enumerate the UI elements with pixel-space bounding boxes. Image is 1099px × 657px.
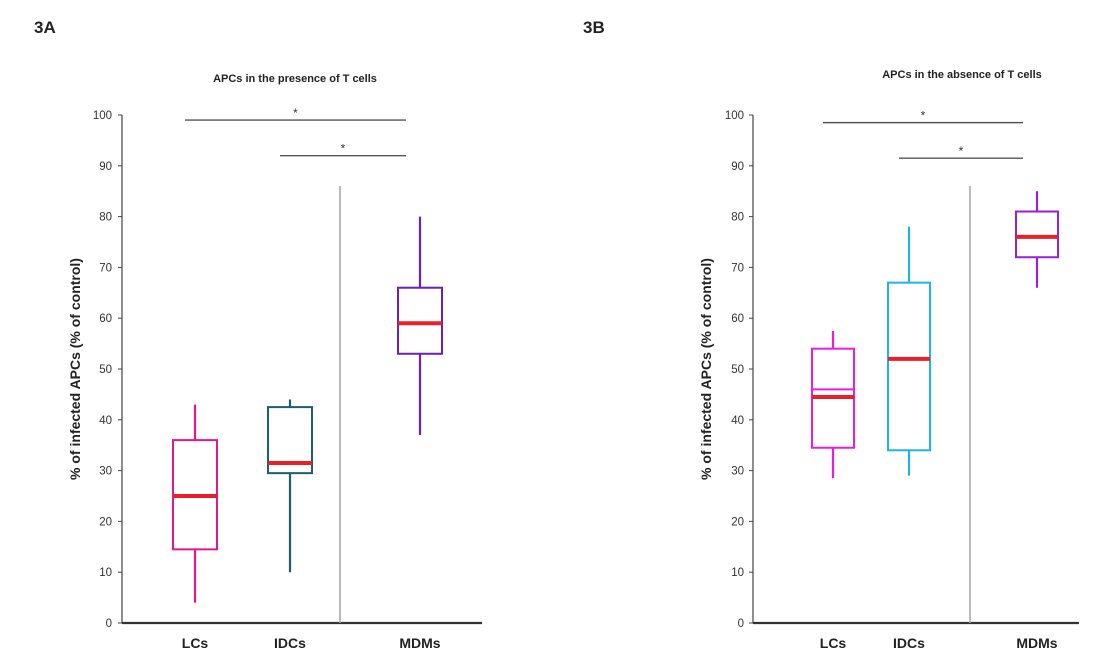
box-idcs (887, 226, 931, 476)
y-tick-label: 70 (99, 262, 112, 274)
boxplot-chart-3b: APCs in the absence of T cells 0 10 20 30 40 5… (698, 69, 1079, 651)
y-tick-label: 10 (731, 567, 744, 579)
y-tick-label: 60 (731, 313, 744, 325)
y-tick-label: 100 (93, 110, 112, 122)
boxplot-chart-3a: APCs in the presence of T cells 0 10 20 30 40… (67, 73, 482, 651)
panel-label: 3B (583, 18, 605, 37)
significance-label: * (293, 106, 298, 120)
box-iqr (887, 281, 931, 452)
significance-label: * (341, 142, 346, 156)
x-category-label: IDCs (274, 635, 306, 651)
y-tick-label: 30 (99, 466, 112, 478)
x-category-label: LCs (820, 635, 847, 651)
box-mdms (1015, 191, 1059, 288)
x-category-label: MDMs (399, 635, 440, 651)
chart-title: APCs in the presence of T cells (213, 73, 377, 85)
y-tick-label: 50 (99, 364, 112, 376)
y-tick-label: 20 (99, 516, 112, 528)
x-category-label: IDCs (893, 635, 925, 651)
box-lcs (172, 404, 218, 603)
y-tick-label: 100 (725, 110, 744, 122)
y-tick-label: 40 (731, 415, 744, 427)
y-tick-label: 80 (99, 212, 112, 224)
y-tick-label: 10 (99, 567, 112, 579)
box-lcs (811, 330, 855, 479)
chart-panel-3a: 3A APCs in the presence of T cells 0 10 20 3… (0, 0, 549, 657)
box-iqr (1015, 210, 1059, 259)
y-tick-label: 80 (731, 212, 744, 224)
significance-label: * (959, 144, 964, 158)
chart-title: APCs in the absence of T cells (882, 69, 1042, 81)
y-tick-label: 0 (738, 618, 744, 630)
y-axis-label: % of infected APCs (% of control) (698, 258, 714, 480)
y-tick-label: 20 (731, 516, 744, 528)
y-tick-label: 70 (731, 262, 744, 274)
y-tick-label: 60 (99, 313, 112, 325)
box-mdms (397, 216, 443, 436)
x-category-label: MDMs (1016, 635, 1057, 651)
y-tick-label: 30 (731, 466, 744, 478)
y-tick-label: 90 (99, 161, 112, 173)
panel-label: 3A (34, 18, 56, 37)
y-tick-label: 90 (731, 161, 744, 173)
y-tick-label: 40 (99, 415, 112, 427)
y-tick-label: 0 (106, 618, 112, 630)
chart-panel-3b: 3B APCs in the absence of T cells 0 10 20 30… (549, 0, 1098, 657)
y-axis-label: % of infected APCs (% of control) (67, 258, 83, 480)
x-category-label: LCs (182, 635, 209, 651)
y-tick-label: 50 (731, 364, 744, 376)
box-iqr (397, 286, 443, 355)
box-idcs (267, 399, 313, 573)
significance-label: * (921, 109, 926, 123)
